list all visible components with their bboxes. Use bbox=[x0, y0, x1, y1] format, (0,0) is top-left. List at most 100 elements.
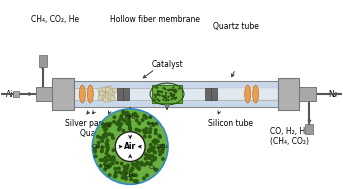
Circle shape bbox=[127, 118, 131, 122]
Circle shape bbox=[151, 139, 155, 143]
Text: CH₄: CH₄ bbox=[125, 115, 136, 120]
Circle shape bbox=[105, 87, 110, 92]
Circle shape bbox=[116, 122, 120, 126]
Circle shape bbox=[103, 98, 108, 102]
Circle shape bbox=[173, 97, 175, 99]
Circle shape bbox=[150, 159, 154, 163]
Circle shape bbox=[171, 89, 174, 91]
Circle shape bbox=[123, 168, 127, 172]
Circle shape bbox=[111, 162, 115, 166]
Circle shape bbox=[121, 110, 125, 114]
Circle shape bbox=[158, 135, 162, 139]
Circle shape bbox=[156, 86, 158, 89]
Circle shape bbox=[164, 97, 167, 99]
Circle shape bbox=[113, 167, 117, 171]
Bar bbox=[123, 88, 129, 100]
Circle shape bbox=[100, 149, 104, 153]
Circle shape bbox=[153, 141, 157, 145]
Circle shape bbox=[174, 98, 176, 100]
Circle shape bbox=[164, 94, 167, 97]
Bar bbox=[211, 88, 217, 100]
Circle shape bbox=[144, 116, 148, 120]
Circle shape bbox=[108, 122, 112, 126]
Circle shape bbox=[135, 114, 139, 118]
Circle shape bbox=[112, 158, 116, 162]
Circle shape bbox=[153, 157, 157, 161]
Circle shape bbox=[135, 162, 139, 166]
Circle shape bbox=[132, 173, 136, 177]
Circle shape bbox=[122, 175, 127, 179]
Circle shape bbox=[133, 112, 137, 116]
Circle shape bbox=[170, 93, 173, 96]
Circle shape bbox=[141, 118, 145, 122]
Circle shape bbox=[127, 113, 131, 117]
Circle shape bbox=[124, 111, 128, 115]
Text: CO₂: CO₂ bbox=[156, 144, 168, 149]
Circle shape bbox=[134, 180, 139, 184]
Circle shape bbox=[111, 136, 115, 140]
Circle shape bbox=[99, 91, 104, 96]
Circle shape bbox=[149, 148, 153, 152]
Circle shape bbox=[115, 132, 145, 162]
Circle shape bbox=[143, 135, 147, 139]
Circle shape bbox=[123, 171, 128, 175]
Circle shape bbox=[92, 109, 168, 184]
Circle shape bbox=[112, 120, 116, 124]
Circle shape bbox=[173, 95, 175, 97]
Circle shape bbox=[131, 113, 135, 117]
Circle shape bbox=[93, 147, 97, 151]
Bar bbox=[215, 88, 277, 100]
Circle shape bbox=[156, 139, 160, 143]
Circle shape bbox=[173, 89, 175, 91]
Circle shape bbox=[94, 154, 98, 158]
Circle shape bbox=[149, 143, 153, 147]
Circle shape bbox=[104, 159, 108, 163]
Circle shape bbox=[108, 163, 112, 167]
Circle shape bbox=[137, 166, 141, 170]
Bar bbox=[117, 88, 123, 100]
Bar bbox=[36, 87, 52, 101]
Circle shape bbox=[151, 148, 155, 152]
Circle shape bbox=[161, 148, 165, 152]
Circle shape bbox=[105, 91, 110, 96]
Circle shape bbox=[145, 155, 150, 159]
Circle shape bbox=[147, 121, 151, 125]
Circle shape bbox=[158, 94, 161, 96]
Circle shape bbox=[105, 151, 108, 155]
Circle shape bbox=[109, 95, 114, 100]
Text: Silicon tube: Silicon tube bbox=[208, 119, 253, 128]
Circle shape bbox=[161, 91, 163, 93]
Circle shape bbox=[140, 161, 144, 165]
Circle shape bbox=[134, 173, 138, 177]
Circle shape bbox=[149, 161, 153, 165]
Bar bbox=[38, 55, 47, 67]
Circle shape bbox=[125, 114, 129, 118]
Circle shape bbox=[154, 128, 158, 132]
Circle shape bbox=[156, 93, 158, 95]
Circle shape bbox=[102, 125, 106, 129]
Text: Silver paste: Silver paste bbox=[66, 119, 111, 128]
Circle shape bbox=[111, 155, 116, 159]
Circle shape bbox=[135, 160, 139, 164]
Circle shape bbox=[113, 88, 118, 93]
Circle shape bbox=[165, 92, 167, 94]
Circle shape bbox=[95, 145, 99, 149]
Circle shape bbox=[99, 164, 103, 168]
Circle shape bbox=[106, 122, 110, 126]
Circle shape bbox=[147, 149, 151, 153]
Circle shape bbox=[120, 162, 123, 166]
Circle shape bbox=[102, 94, 107, 99]
Circle shape bbox=[143, 163, 147, 167]
Circle shape bbox=[133, 163, 137, 167]
Circle shape bbox=[127, 115, 131, 119]
Circle shape bbox=[159, 91, 161, 93]
Circle shape bbox=[103, 134, 106, 138]
Circle shape bbox=[144, 152, 148, 156]
Circle shape bbox=[128, 120, 131, 124]
Circle shape bbox=[142, 129, 146, 132]
Circle shape bbox=[109, 157, 113, 161]
Circle shape bbox=[125, 170, 128, 174]
Circle shape bbox=[148, 115, 152, 119]
Circle shape bbox=[110, 157, 114, 161]
Circle shape bbox=[148, 135, 152, 139]
